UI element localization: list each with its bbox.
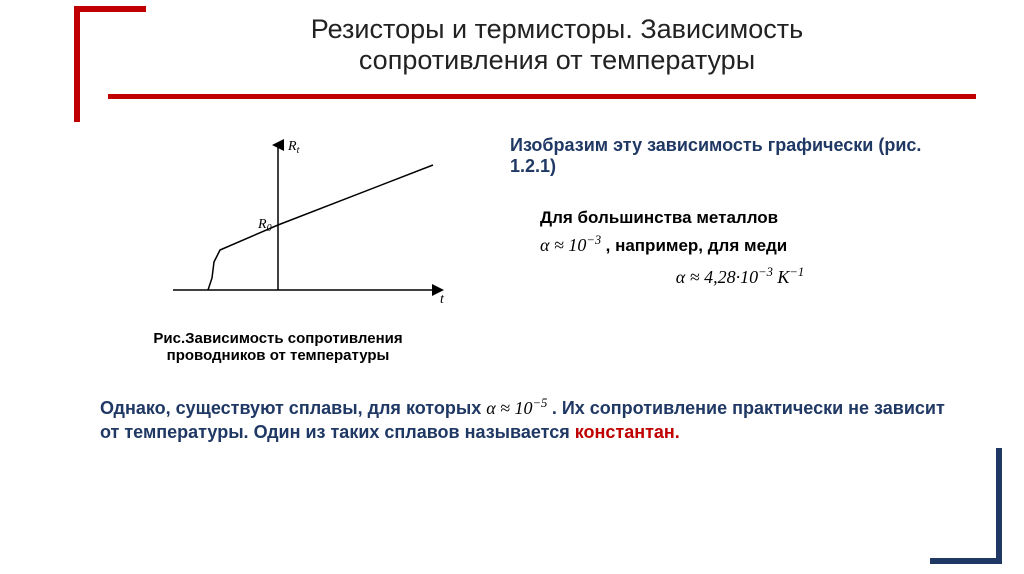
formula-alpha-1: α ≈ 10−3 [540,235,606,255]
para-part-1: Однако, существуют сплавы, для которых [100,398,486,418]
title-line-2: сопротивления от температуры [359,45,755,75]
slide: Резисторы и термисторы. Зависимость сопр… [0,0,1024,574]
caption-line-2: проводников от температуры [167,347,390,364]
metals-text-1: Для большинства металлов [540,208,778,227]
para-highlight: константан. [575,422,680,442]
resistance-temperature-chart: Rt R0 t [118,130,458,320]
title-underline [108,94,976,99]
page-title: Резисторы и термисторы. Зависимость сопр… [150,14,964,76]
chart-caption: Рис.Зависимость сопротивления проводнико… [128,330,428,364]
intro-text: Изобразим эту зависимость графически (ри… [510,135,940,177]
y-intercept-label: R0 [257,217,272,234]
x-axis-label: t [440,292,445,307]
corner-top-left-horizontal [74,6,146,12]
chart-svg: Rt R0 t [118,130,458,320]
bottom-paragraph: Однако, существуют сплавы, для которых α… [100,395,964,445]
title-line-1: Резисторы и термисторы. Зависимость [311,14,803,44]
caption-line-1: Рис.Зависимость сопротивления [153,330,402,347]
metals-text-2: , например, для меди [606,236,788,255]
formula-alpha-3: α ≈ 10−5 [486,398,552,418]
metals-text: Для большинства металлов α ≈ 10−3 , напр… [540,205,940,291]
corner-top-left-vertical [74,6,80,122]
formula-alpha-2: α ≈ 4,28·10−3 K−1 [676,267,804,287]
corner-bottom-right-vertical [996,448,1002,564]
corner-bottom-right-horizontal [930,558,1002,564]
curve-line [208,165,433,290]
y-axis-label: Rt [287,139,300,156]
